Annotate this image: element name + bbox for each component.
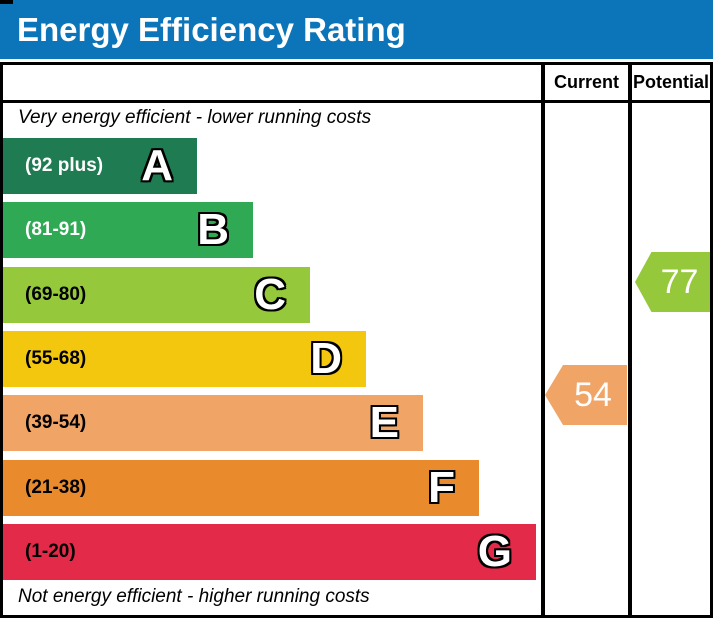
band-range-label: (39-54) xyxy=(25,412,87,433)
band-range-label: (69-80) xyxy=(25,284,87,305)
band-row-A: (92 plus) A xyxy=(3,138,197,194)
current-column-divider xyxy=(541,65,545,615)
page-title: Energy Efficiency Rating xyxy=(17,10,406,48)
band-range-label: (55-68) xyxy=(25,348,87,369)
band-range-label: (21-38) xyxy=(25,477,87,498)
header-row-border xyxy=(3,100,710,103)
band-row-D: (55-68) D xyxy=(3,331,366,387)
band-row-E: (39-54) E xyxy=(3,395,423,451)
band-row-G: (1-20) G xyxy=(3,524,536,580)
band-row-B: (81-91) B xyxy=(3,202,253,258)
band-letter: D xyxy=(309,334,343,383)
band-letter: G xyxy=(477,527,514,576)
rating-table: Current Potential Very energy efficient … xyxy=(0,62,713,618)
current-rating-value: 54 xyxy=(574,375,612,414)
title-bar: Energy Efficiency Rating xyxy=(0,0,713,59)
top-note: Very energy efficient - lower running co… xyxy=(18,107,372,128)
potential-column-divider xyxy=(628,65,632,615)
potential-rating-arrow: 77 xyxy=(635,252,710,312)
band-letter: A xyxy=(140,141,174,190)
band-range-label: (92 plus) xyxy=(25,155,104,176)
current-rating-arrow: 54 xyxy=(545,365,627,425)
bottom-note: Not energy efficient - higher running co… xyxy=(18,586,370,607)
band-letter: B xyxy=(196,205,230,254)
band-letter: C xyxy=(253,270,287,319)
band-letter: F xyxy=(427,463,456,512)
potential-column-header: Potential xyxy=(632,72,709,92)
corner-artifact xyxy=(0,0,13,4)
band-letter: E xyxy=(368,398,400,447)
current-column-header: Current xyxy=(553,72,619,92)
band-row-C: (69-80) C xyxy=(3,267,310,323)
band-range-label: (1-20) xyxy=(25,541,76,562)
band-range-label: (81-91) xyxy=(25,219,87,240)
potential-rating-value: 77 xyxy=(660,262,699,301)
band-row-F: (21-38) F xyxy=(3,460,479,516)
